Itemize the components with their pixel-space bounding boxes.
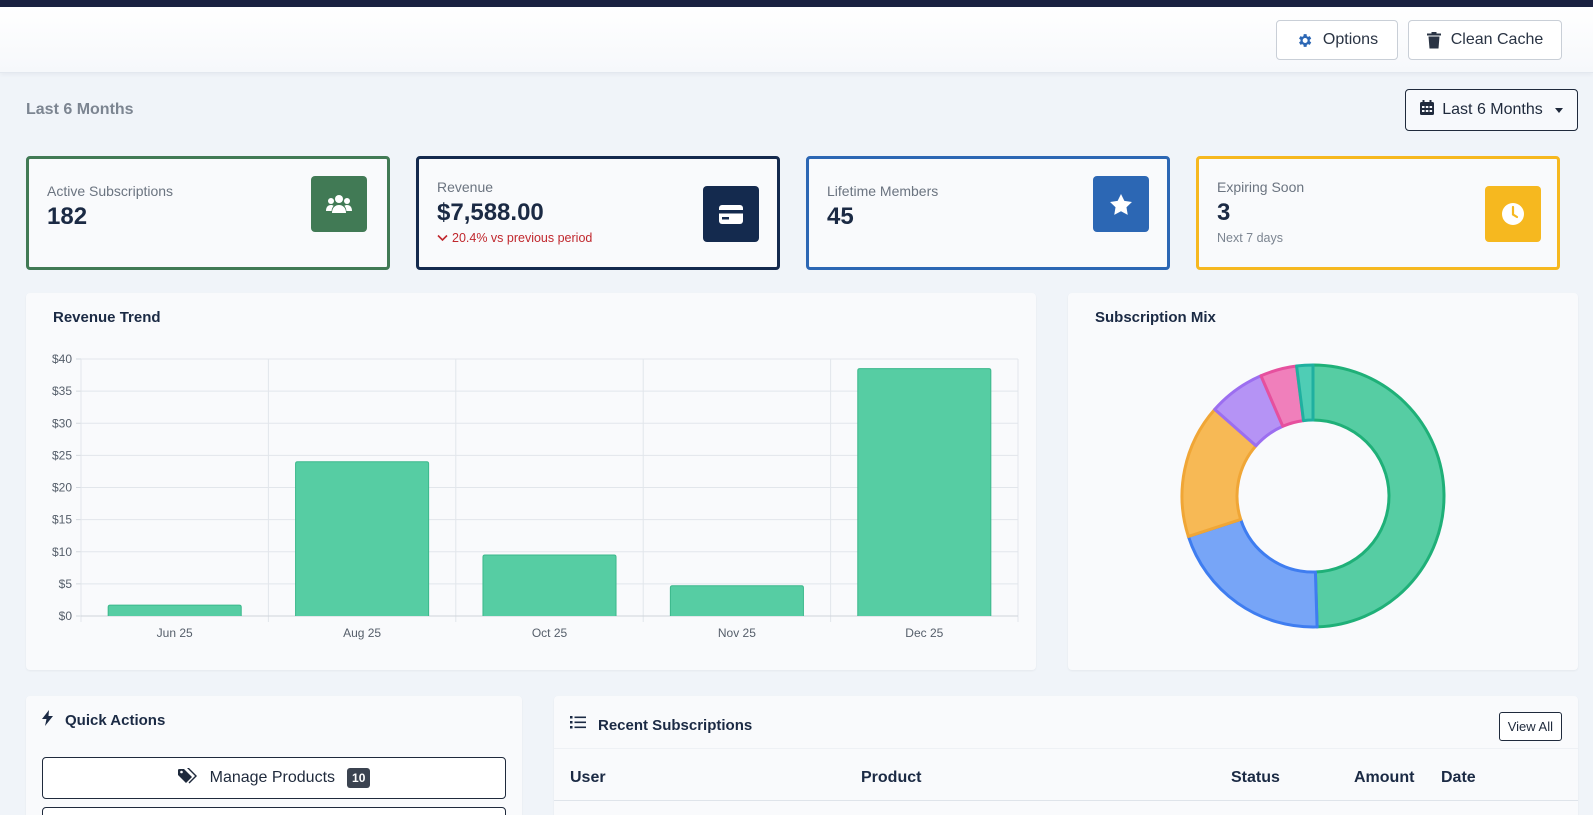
stat-label: Revenue: [437, 179, 494, 195]
credit-card-icon: [703, 186, 759, 242]
divider: [554, 748, 1578, 749]
stat-value: 182: [47, 203, 88, 230]
y-tick-label: $30: [52, 416, 72, 430]
column-header-date: Date: [1441, 769, 1476, 786]
options-label: Options: [1322, 31, 1379, 48]
view-all-button[interactable]: View All: [1498, 712, 1562, 741]
y-tick-label: $25: [52, 448, 72, 462]
donut-slice[interactable]: [1311, 363, 1446, 629]
manage-products-label: Manage Products: [209, 769, 336, 786]
recent-subscriptions-card: Recent Subscriptions View All User Produ…: [554, 696, 1578, 815]
recent-subscriptions-title: Recent Subscriptions: [598, 716, 753, 734]
stat-value: 3: [1217, 199, 1231, 226]
clean-cache-label: Clean Cache: [1450, 31, 1544, 48]
subscription-mix-title: Subscription Mix: [1095, 309, 1216, 326]
bolt-icon: [42, 710, 53, 731]
gear-icon: [1296, 32, 1313, 49]
quick-actions-title: Quick Actions: [65, 712, 166, 729]
y-tick-label: $10: [52, 545, 72, 559]
stat-label: Active Subscriptions: [47, 183, 174, 199]
stat-subtext: Next 7 days: [1217, 231, 1284, 245]
column-header-user: User: [570, 769, 606, 786]
stat-label: Expiring Soon: [1217, 179, 1305, 195]
bar-nov-25[interactable]: [669, 585, 804, 616]
revenue-trend-card: Revenue Trend $0 $5 $10 $15 $20 $25 $30 $35 $40 J…: [26, 293, 1036, 670]
manage-products-button[interactable]: Manage Products 10: [42, 757, 506, 799]
stat-card-lifetime-members: Lifetime Members 45: [806, 156, 1170, 270]
stat-card-active-subscriptions: Active Subscriptions 182: [26, 156, 390, 270]
y-tick-label: $5: [59, 577, 73, 591]
bar-dec-25[interactable]: [857, 368, 992, 616]
y-tick-label: $15: [52, 513, 72, 527]
x-tick-label: Oct 25: [532, 626, 568, 640]
clock-icon: [1485, 186, 1541, 242]
x-tick-label: Nov 25: [718, 626, 756, 640]
revenue-trend-title: Revenue Trend: [53, 309, 161, 326]
quick-actions-header: Quick Actions: [42, 710, 165, 731]
bar-oct-25[interactable]: [482, 554, 617, 616]
revenue-change: 20.4% vs previous period: [437, 231, 592, 245]
subscription-mix-card: Subscription Mix: [1068, 293, 1578, 670]
period-dropdown[interactable]: Last 6 Months: [1405, 89, 1578, 131]
stat-card-expiring-soon: Expiring Soon 3 Next 7 days: [1196, 156, 1560, 270]
table-header-divider: [554, 800, 1578, 801]
stat-value: $7,588.00: [437, 199, 544, 226]
calendar-icon: [1420, 100, 1435, 120]
column-header-status: Status: [1231, 769, 1280, 786]
page-header: Options Clean Cache: [0, 7, 1593, 73]
subscription-mix-chart: [1180, 363, 1446, 629]
y-tick-label: $20: [52, 481, 72, 495]
column-header-product: Product: [861, 769, 922, 786]
bar-aug-25[interactable]: [295, 461, 430, 616]
period-title: Last 6 Months: [26, 101, 134, 118]
products-count-badge: 10: [347, 768, 371, 788]
quick-actions-card: Quick Actions Manage Products 10: [26, 696, 522, 815]
options-button[interactable]: Options: [1276, 20, 1398, 60]
stat-label: Lifetime Members: [827, 183, 939, 199]
x-tick-label: Dec 25: [905, 626, 943, 640]
caret-down-icon: [1554, 107, 1563, 113]
donut-slice[interactable]: [1295, 363, 1315, 423]
recent-subscriptions-header: Recent Subscriptions: [570, 716, 752, 734]
tags-icon: [177, 767, 198, 789]
stat-value: 45: [827, 203, 854, 230]
list-icon: [570, 716, 586, 734]
x-tick-label: Aug 25: [343, 626, 381, 640]
y-tick-label: $0: [59, 609, 73, 623]
y-tick-label: $40: [52, 352, 72, 366]
revenue-change-text: 20.4% vs previous period: [452, 231, 593, 245]
chevron-down-icon: [437, 231, 448, 245]
trash-icon: [1426, 31, 1441, 49]
top-bar: [0, 0, 1593, 7]
revenue-trend-chart: $0 $5 $10 $15 $20 $25 $30 $35 $40 Jun 25 Aug 25 Oct…: [52, 352, 1019, 640]
stat-card-revenue: Revenue $7,588.00 20.4% vs previous peri…: [416, 156, 780, 270]
star-icon: [1093, 176, 1149, 232]
column-header-amount: Amount: [1354, 769, 1415, 786]
period-dropdown-value: Last 6 Months: [1442, 101, 1543, 118]
clean-cache-button[interactable]: Clean Cache: [1408, 20, 1562, 60]
quick-action-button[interactable]: [42, 807, 506, 815]
y-tick-label: $35: [52, 384, 72, 398]
x-tick-label: Jun 25: [157, 626, 193, 640]
donut-slice[interactable]: [1186, 517, 1319, 629]
bar-jun-25[interactable]: [107, 604, 242, 616]
users-icon: [311, 176, 367, 232]
